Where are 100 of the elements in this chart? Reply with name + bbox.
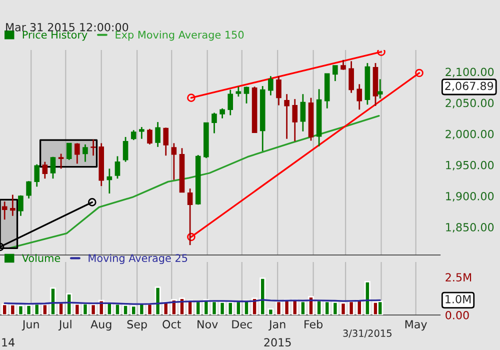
- y-tick-label: 2,000.00: [446, 130, 494, 140]
- candlestick: [139, 126, 144, 140]
- candlestick: [228, 89, 234, 116]
- text: 3/31/2015: [343, 330, 392, 338]
- candlestick: [50, 156, 56, 180]
- x-tick-label: Jan: [268, 320, 286, 331]
- bar: [130, 305, 137, 315]
- legend-label: Volume: [22, 254, 60, 262]
- candlestick: [276, 75, 282, 106]
- candlestick: [130, 129, 136, 141]
- chart-subtitle: Mar 31 2015 12:00:00: [6, 22, 128, 32]
- candlestick: [163, 126, 169, 156]
- bar: [50, 287, 56, 315]
- candlestick: [284, 93, 290, 140]
- y-tick-label: 1,900.00: [446, 192, 494, 202]
- bar: [268, 308, 274, 315]
- x-tick-label: Aug: [90, 320, 112, 331]
- y-tick-label: 1,950.00: [446, 160, 494, 170]
- bar: [178, 298, 185, 315]
- bar: [211, 300, 218, 315]
- bar: [364, 280, 370, 315]
- bar: [252, 298, 258, 315]
- x-tick-label: Dec: [232, 320, 252, 328]
- candlestick: [90, 138, 96, 156]
- bar: [332, 301, 338, 315]
- bar: [82, 302, 88, 315]
- bar: [154, 286, 161, 315]
- candlestick: [114, 156, 120, 180]
- x2-tick-label: 2015: [264, 338, 291, 347]
- bar: [122, 304, 129, 315]
- bar: [58, 302, 64, 315]
- y-tick-label: 1,850.00: [446, 223, 494, 233]
- candlestick: [356, 83, 362, 110]
- candlestick: [300, 93, 306, 132]
- candlestick: [348, 60, 354, 94]
- point: [187, 94, 196, 102]
- bar: [66, 293, 72, 315]
- candlestick: [236, 86, 242, 98]
- y-tick-label: 2.5M: [446, 273, 472, 282]
- legend-label: Moving Average 25: [88, 254, 188, 264]
- x-tick-label: May: [405, 320, 427, 331]
- bar: [308, 296, 314, 315]
- point: [187, 232, 196, 242]
- candlestick: [58, 153, 64, 170]
- bar: [324, 300, 330, 315]
- bar: [300, 300, 306, 315]
- x-tick-label: Oct: [162, 320, 181, 328]
- bar: [2, 304, 8, 315]
- candlestick: [212, 112, 217, 134]
- bar: [26, 304, 32, 315]
- candlestick: [2, 200, 8, 220]
- y-tick-label: 0.00: [446, 310, 469, 320]
- x-tick-label: Sep: [127, 320, 147, 331]
- candlestick: [171, 142, 177, 181]
- bar: [235, 300, 242, 315]
- bar: [276, 300, 282, 315]
- candlestick: [10, 194, 16, 217]
- bar: [219, 301, 226, 315]
- x-tick-label: Jun: [22, 320, 39, 331]
- candlestick: [220, 108, 225, 120]
- candlestick: [340, 59, 346, 71]
- candlestick: [74, 142, 80, 164]
- candlestick: [268, 75, 274, 96]
- candlestick: [155, 121, 160, 148]
- bar: [260, 278, 266, 315]
- point: [377, 50, 386, 56]
- candlestick: [42, 161, 48, 180]
- bar: [114, 303, 120, 315]
- candlestick: [26, 180, 32, 200]
- point: [415, 68, 424, 78]
- x2-tick-label: 14: [2, 338, 15, 346]
- bar: [195, 300, 202, 315]
- bar: [42, 304, 48, 315]
- bar: [292, 299, 298, 315]
- candlestick: [122, 136, 128, 163]
- candlestick: [244, 86, 250, 104]
- x-tick-label: Feb: [304, 320, 323, 328]
- bar: [348, 300, 354, 315]
- bar: [74, 303, 80, 315]
- y-tick-label: 2,100.00: [446, 68, 494, 78]
- candlestick: [377, 78, 383, 100]
- y-tick-label: 2,050.00: [446, 98, 494, 108]
- bar: [90, 304, 96, 315]
- bar: [356, 300, 362, 315]
- bar: [227, 301, 234, 315]
- bar: [10, 304, 16, 315]
- bar: [284, 299, 290, 315]
- bar: [34, 303, 40, 315]
- text: 1.0M: [446, 294, 471, 304]
- bar: [18, 304, 24, 315]
- candlestick: [34, 164, 40, 188]
- line-series: [8, 115, 380, 249]
- bar: [146, 303, 153, 315]
- candlestick: [332, 64, 338, 82]
- bar: [106, 302, 112, 315]
- bar: [316, 300, 322, 315]
- candlestick: [292, 98, 298, 142]
- text: 2,067.89: [445, 82, 494, 92]
- candlestick: [66, 142, 72, 161]
- x-tick-label: Jul: [58, 320, 72, 331]
